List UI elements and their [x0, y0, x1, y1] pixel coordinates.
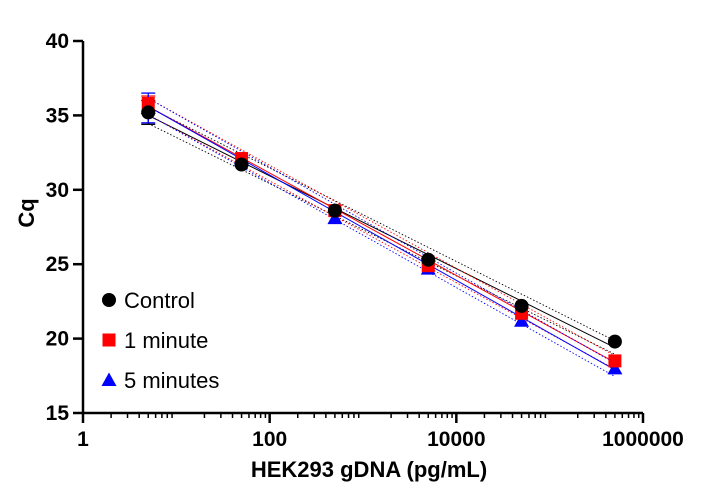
1-minute-fit-line: [147, 106, 616, 363]
legend: Control 1 minute 5 minutes: [101, 288, 219, 393]
legend-5-minutes-marker: [101, 372, 117, 386]
x-tick-label: 1000000: [602, 428, 684, 451]
1-minute-point: [608, 354, 622, 368]
y-tick-label: 30: [46, 179, 69, 202]
axes: [81, 41, 643, 415]
y-tick-label: 25: [46, 253, 70, 276]
x-axis-title: HEK293 gDNA (pg/mL): [251, 457, 487, 482]
control-confidence-band-upper: [148, 106, 616, 342]
control-point: [234, 157, 249, 172]
legend-control-marker: [102, 293, 116, 307]
control-point: [607, 334, 622, 349]
data-points: [140, 96, 623, 375]
control-confidence-band-lower: [148, 123, 616, 355]
x-tick-label: 1: [77, 428, 89, 451]
5-minutes-point: [607, 360, 623, 375]
5-minutes-confidence-band-lower: [148, 114, 616, 377]
control-fit-line: [148, 114, 616, 348]
1-minute-confidence-band-lower: [148, 114, 616, 370]
y-tick-label: 40: [46, 30, 69, 53]
control-point: [327, 203, 342, 218]
y-tick-label: 15: [46, 402, 70, 425]
5-minutes-fit-line: [147, 106, 616, 371]
y-tick-label: 20: [46, 328, 69, 351]
y-axis-title: Cq: [14, 198, 39, 227]
tick-labels: 15 20 25 30 35 40 1 100 10000 1000000: [46, 30, 684, 451]
x-tick-label: 100: [252, 428, 287, 451]
x-tick-label: 10000: [427, 428, 485, 451]
legend-1-minute-label: 1 minute: [124, 328, 208, 353]
5-minutes-point: [514, 313, 530, 327]
fit-lines: [147, 97, 616, 377]
y-tick-label: 35: [46, 104, 70, 127]
5-minutes-confidence-band-upper: [148, 97, 616, 364]
control-point: [421, 252, 436, 267]
ticks: [73, 39, 645, 423]
legend-5-minutes-label: 5 minutes: [124, 368, 219, 393]
legend-control-label: Control: [124, 288, 195, 313]
control-point: [141, 105, 156, 120]
control-point: [514, 298, 529, 313]
1-minute-confidence-band-upper: [148, 97, 616, 357]
legend-1-minute-marker: [102, 333, 116, 347]
